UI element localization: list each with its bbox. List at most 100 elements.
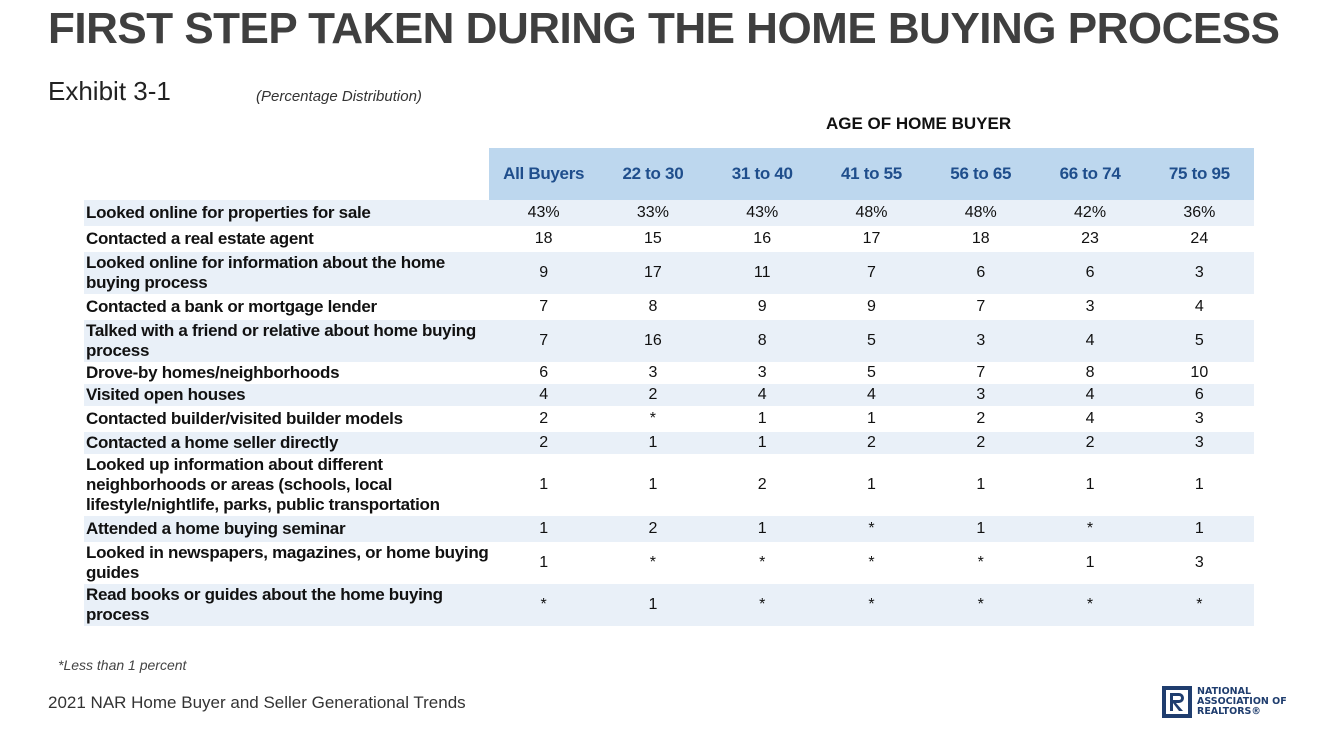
table-cell: 18 [534,230,553,247]
table-cell: 1 [648,434,658,451]
row-label: Looked online for properties for sale [86,203,371,222]
table-cell: 1 [648,596,658,613]
table-row: Contacted a bank or mortgage lender 7 8 9 9 7… [84,294,1254,320]
table-cell: 4 [539,386,549,403]
table-cell: 3 [976,386,986,403]
table-cell: 23 [1081,230,1099,247]
table-row: Drove-by homes/neighborhoods 6 3 3 5 7 8 10 [84,362,1254,384]
table-cell: 3 [648,364,658,381]
table-cell: 1 [976,476,986,493]
logo-line: ASSOCIATION OF [1197,696,1287,707]
table-cell: 15 [644,230,662,247]
table-cell: 1 [1194,520,1204,537]
table-cell: 3 [1085,298,1095,315]
table-header-row: All Buyers 22 to 30 31 to 40 41 to 55 56 to … [489,148,1254,200]
footnote: *Less than 1 percent [58,657,187,673]
table-cell: * [649,554,657,571]
table-cell: 7 [867,264,876,281]
exhibit-label: Exhibit 3-1 [48,76,171,106]
table-cell: 2 [539,434,549,451]
row-label: Contacted builder/visited builder models [86,409,403,428]
row-label: Contacted a real estate agent [86,229,314,248]
table-cell: 2 [976,410,986,427]
table-cell: 2 [648,386,658,403]
table-cell: * [759,596,766,613]
column-header: 22 to 30 [622,164,684,183]
table-row: Looked online for properties for sale 43%… [84,200,1254,226]
table-cell: 9 [539,264,549,281]
data-table: Looked online for properties for sale 43%… [84,200,1254,626]
table-cell: 1 [867,476,876,493]
column-header: 41 to 55 [841,164,902,183]
table-row: Looked in newspapers, magazines, or home… [84,542,1254,584]
logo-line: REALTORS® [1197,706,1261,717]
table-cell: * [868,596,875,613]
table-cell: 3 [757,364,767,381]
table-cell: * [540,596,547,613]
nar-logo: NATIONAL ASSOCIATION OF REALTORS® [1162,686,1287,718]
table-cell: 5 [867,364,876,381]
table-cell: 6 [976,264,986,281]
row-label: Looked online for information about the … [86,253,445,292]
table-cell: 6 [1194,386,1204,403]
table-cell: 1 [976,520,986,537]
table-row: Attended a home buying seminar 1 2 1 * 1 * 1 [84,516,1254,542]
table-cell: * [868,520,875,537]
table-cell: 2 [539,410,549,427]
table-cell: * [1086,596,1094,613]
row-label: Contacted a home seller directly [86,433,339,452]
table-cell: * [1196,596,1203,613]
table-row: Visited open houses 4 2 4 4 3 4 6 [84,384,1254,406]
row-label: Attended a home buying seminar [86,519,346,538]
table-cell: 3 [1194,434,1204,451]
table-cell: 8 [1085,364,1095,381]
table-cell: 3 [1194,410,1204,427]
table-cell: 1 [867,410,876,427]
table-cell: 1 [757,410,767,427]
table-cell: 1 [757,520,767,537]
table-cell: 7 [539,332,549,349]
table-cell: 1 [539,554,549,571]
table-cell: * [759,554,766,571]
table-cell: 1 [1085,476,1095,493]
table-cell: 3 [1194,264,1204,281]
table-cell: 5 [867,332,876,349]
table-cell: 2 [976,434,986,451]
table-cell: 1 [539,476,549,493]
table-cell: 2 [757,476,767,493]
column-header: 75 to 95 [1168,164,1230,183]
table-cell: 16 [644,332,662,349]
table-row: Looked up information about different ne… [84,454,1254,516]
table-row: Talked with a friend or relative about h… [84,320,1254,362]
column-header: 66 to 74 [1059,164,1121,183]
table-cell: 1 [648,476,658,493]
column-header: All Buyers [503,164,585,183]
table-cell: 17 [862,230,881,247]
row-label: Visited open houses [86,385,246,404]
table-cell: * [868,554,875,571]
table-row: Contacted a home seller directly 2 1 1 2 2 2 3 [84,432,1254,454]
table-cell: 4 [1085,332,1095,349]
table-cell: 48% [855,204,888,221]
table-cell: 10 [1190,364,1209,381]
table-row: Looked online for information about the … [84,252,1254,294]
table-cell: 2 [1085,434,1095,451]
table-cell: 16 [753,230,772,247]
table-cell: 17 [644,264,662,281]
table-cell: 8 [648,298,658,315]
table-cell: * [1086,520,1094,537]
table-row: Read books or guides about the home buyi… [84,584,1254,626]
table-cell: 1 [539,520,549,537]
page-title: FIRST STEP TAKEN DURING THE HOME BUYING … [48,4,1280,53]
column-header: 56 to 65 [950,164,1012,183]
source-line: 2021 NAR Home Buyer and Seller Generatio… [48,693,466,712]
table-cell: 2 [867,434,876,451]
table-cell: 3 [976,332,986,349]
column-header: 31 to 40 [731,164,793,183]
table-cell: 4 [757,386,767,403]
column-group-header: AGE OF HOME BUYER [826,114,1012,133]
table-cell: 4 [1194,298,1204,315]
table-cell: 7 [539,298,549,315]
table-row: Contacted builder/visited builder models… [84,406,1254,432]
table-cell: 9 [757,298,767,315]
